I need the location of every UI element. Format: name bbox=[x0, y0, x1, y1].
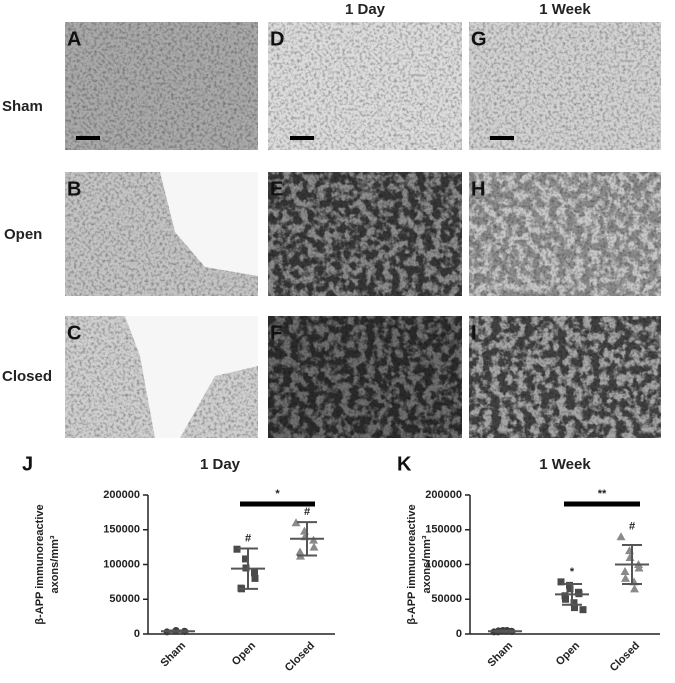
x-tick-label: Sham bbox=[485, 640, 515, 670]
significance-label: ** bbox=[598, 488, 607, 500]
data-point bbox=[625, 553, 635, 562]
stain bbox=[469, 316, 661, 438]
panel-letter: I bbox=[471, 322, 477, 344]
row-label: Sham bbox=[2, 98, 43, 115]
y-tick-label: 50000 bbox=[431, 593, 462, 605]
data-point bbox=[233, 545, 241, 553]
y-axis-label: β-APP immunoreactive bbox=[34, 504, 46, 624]
data-point bbox=[630, 584, 639, 593]
y-axis-label: axons/mm³ bbox=[421, 535, 433, 593]
y-axis-label: β-APP immunoreactive bbox=[406, 504, 418, 624]
scale-bar bbox=[290, 136, 314, 140]
row-label: Closed bbox=[2, 368, 52, 385]
data-point bbox=[570, 599, 578, 607]
y-tick-label: 0 bbox=[456, 628, 462, 640]
data-point bbox=[634, 563, 644, 572]
data-point bbox=[620, 566, 630, 575]
data-point bbox=[295, 547, 305, 556]
chart-letter: K bbox=[397, 453, 412, 475]
texture bbox=[268, 22, 462, 150]
y-tick-label: 0 bbox=[134, 628, 140, 640]
panel-letter: G bbox=[471, 28, 487, 50]
row-label: Open bbox=[4, 226, 42, 243]
y-axis-label: axons/mm³ bbox=[49, 535, 61, 593]
panel-letter: E bbox=[270, 178, 283, 200]
data-point bbox=[242, 555, 249, 563]
texture bbox=[469, 22, 661, 150]
scale-bar bbox=[490, 136, 514, 140]
panel-letter: C bbox=[67, 322, 81, 344]
panel-letter: D bbox=[270, 28, 284, 50]
column-header: 1 Day bbox=[345, 1, 386, 18]
tissue-gap bbox=[160, 172, 258, 276]
y-tick-label: 100000 bbox=[103, 558, 140, 570]
y-tick-label: 150000 bbox=[103, 524, 140, 536]
data-point bbox=[309, 542, 319, 551]
data-point bbox=[566, 585, 574, 593]
panel-letter: A bbox=[67, 28, 81, 50]
chart-title: 1 Day bbox=[200, 456, 241, 473]
x-tick-label: Open bbox=[230, 640, 259, 669]
data-point bbox=[557, 578, 565, 586]
chart-title: 1 Week bbox=[539, 456, 591, 473]
data-point bbox=[251, 574, 259, 582]
significance-label: # bbox=[245, 532, 251, 544]
x-tick-label: Closed bbox=[283, 640, 317, 674]
tissue-gap bbox=[125, 316, 258, 438]
x-tick-label: Closed bbox=[608, 640, 642, 674]
data-point bbox=[621, 573, 630, 582]
y-tick-label: 200000 bbox=[103, 489, 140, 501]
panel-letter: F bbox=[270, 322, 282, 344]
y-tick-label: 100000 bbox=[425, 558, 462, 570]
stain bbox=[268, 316, 462, 438]
significance-label: # bbox=[304, 506, 310, 518]
x-tick-label: Open bbox=[554, 640, 583, 669]
y-tick-label: 200000 bbox=[425, 489, 462, 501]
y-tick-label: 50000 bbox=[109, 593, 140, 605]
data-point bbox=[291, 518, 301, 527]
stain bbox=[469, 172, 661, 296]
panel-letter: B bbox=[67, 178, 81, 200]
y-tick-label: 150000 bbox=[425, 524, 462, 536]
data-point bbox=[616, 532, 626, 541]
panel-letter: H bbox=[471, 178, 485, 200]
significance-label: # bbox=[629, 521, 635, 533]
stain bbox=[268, 172, 462, 296]
chart-letter: J bbox=[22, 453, 33, 475]
data-point bbox=[571, 604, 578, 612]
scale-bar bbox=[76, 136, 100, 140]
column-header: 1 Week bbox=[539, 1, 591, 18]
significance-label: * bbox=[570, 566, 575, 578]
texture bbox=[65, 22, 258, 150]
data-point bbox=[579, 606, 587, 614]
data-point bbox=[251, 569, 258, 577]
x-tick-label: Sham bbox=[158, 640, 188, 670]
significance-label: * bbox=[275, 488, 280, 500]
data-point bbox=[562, 595, 569, 603]
micrographs: A B C D E F G H I bbox=[65, 22, 661, 438]
